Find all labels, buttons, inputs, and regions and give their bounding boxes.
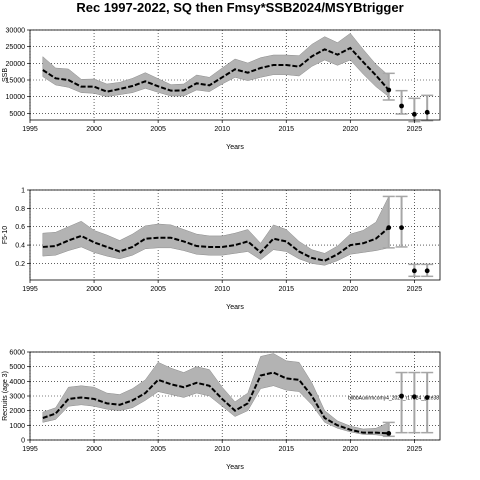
x-axis-label: Years: [226, 464, 244, 471]
x-tick-label: 1995: [22, 286, 38, 293]
y-tick-label: 15000: [6, 78, 26, 85]
x-tick-label: 2020: [343, 126, 359, 133]
forecast-point: [424, 109, 430, 115]
panel-3: 1995 2000 2005 2010 2015 2020 2025 0 1000 2000 300…: [2, 350, 441, 471]
x-tick-label: 2005: [150, 286, 166, 293]
y-tick-label: 5000: [9, 364, 25, 371]
y-tick-label: 2000: [9, 408, 25, 415]
y-tick-label: 25000: [6, 44, 26, 51]
x-tick-label: 2000: [86, 286, 102, 293]
end-point: [386, 225, 392, 231]
x-tick-label: 2025: [407, 286, 423, 293]
x-tick-label: 2010: [214, 126, 230, 133]
forecast-point: [424, 395, 430, 400]
y-axis-label: F5-10: [2, 226, 9, 244]
y-tick-label: 5000: [9, 111, 25, 118]
x-tick-label: 2020: [343, 446, 359, 453]
forecast-point: [411, 111, 417, 117]
x-tick-label: 2010: [214, 286, 230, 293]
y-tick-label: 0.8: [15, 206, 25, 213]
plot-frame: [29, 29, 441, 121]
y-tick-label: 20000: [6, 61, 26, 68]
panel-1: 1995 2000 2005 2010 2015 2020 2025 5000 10000 150…: [2, 28, 441, 151]
figure-title: Rec 1997-2022, SQ then Fmsy*SSB2024/MSYB…: [76, 0, 404, 15]
forecast-point: [411, 394, 417, 400]
x-tick-label: 2025: [407, 126, 423, 133]
median-line: [42, 46, 390, 93]
y-tick-label: 0: [21, 438, 25, 445]
y-tick-label: 10000: [6, 94, 26, 101]
x-tick-label: 2015: [278, 286, 294, 293]
y-tick-label: 0.2: [15, 261, 25, 268]
x-axis-label: Years: [226, 144, 244, 151]
x-tick-label: 2015: [278, 126, 294, 133]
x-tick-label: 2000: [86, 126, 102, 133]
confidence-band: [42, 196, 389, 266]
x-tick-label: 2010: [214, 446, 230, 453]
panel-2: 1995 2000 2005 2010 2015 2020 2025 0.2 0.4 0.6 0.8…: [2, 188, 441, 311]
y-tick-label: 1: [21, 188, 25, 195]
y-tick-label: 0.4: [15, 243, 25, 250]
y-tick-label: 6000: [9, 350, 25, 357]
x-tick-label: 1995: [22, 446, 38, 453]
x-tick-label: 1995: [22, 126, 38, 133]
x-axis-label: Years: [226, 304, 244, 311]
annotation-text: bilbbAuxirmcomy4_2024_r17924_git:e38: [348, 395, 439, 401]
y-axis-label: SSB: [2, 68, 9, 82]
x-tick-label: 2025: [407, 446, 423, 453]
y-tick-label: 0.6: [15, 224, 25, 231]
y-axis-label: Recruits (age 3): [2, 371, 9, 421]
forecast-point: [399, 103, 404, 109]
x-tick-label: 2015: [278, 446, 294, 453]
forecast-point: [399, 225, 404, 231]
y-tick-label: 30000: [6, 28, 26, 35]
x-tick-label: 2020: [343, 286, 359, 293]
x-tick-label: 2005: [150, 446, 166, 453]
y-tick-label: 1000: [9, 423, 25, 430]
x-tick-label: 2000: [86, 446, 102, 453]
forecast-point: [411, 268, 417, 274]
y-tick-label: 4000: [9, 379, 25, 386]
median-line: [42, 226, 390, 262]
forecast-point: [424, 268, 430, 274]
end-point: [386, 87, 392, 93]
x-tick-label: 2005: [150, 126, 166, 133]
plot-frame: [29, 189, 441, 281]
y-tick-label: 3000: [9, 394, 25, 401]
end-point: [386, 431, 392, 436]
median-line: [42, 371, 389, 435]
forecast-point: [399, 393, 404, 399]
